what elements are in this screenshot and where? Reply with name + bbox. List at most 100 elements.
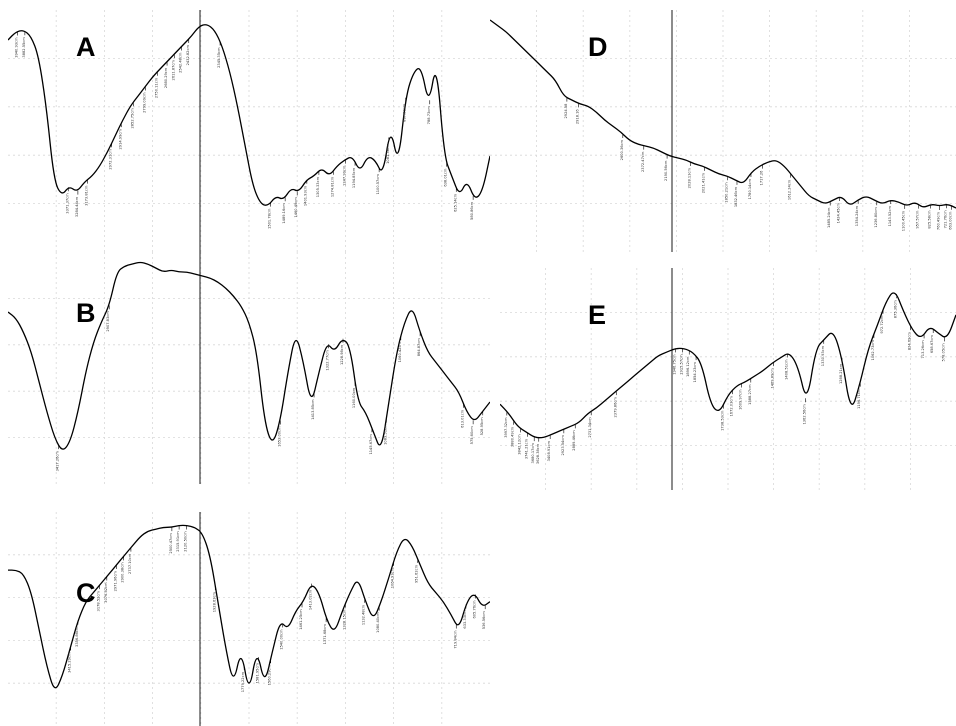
peak-label: 1460.49cm: [294, 197, 298, 218]
peak-label: 613.01cm: [461, 409, 465, 428]
peak-label: 2852.75cm: [130, 108, 134, 129]
peak-label: 1928.63cm: [212, 591, 216, 612]
peak-label: 2972.31cm: [109, 149, 113, 170]
grid: [8, 10, 490, 252]
spectrum-d: 2924.58 2918.16 2600.36cm 2372.47cm 2190.56c…: [490, 10, 956, 252]
peak-label: 2190.56cm: [664, 160, 668, 181]
spectrum-trace: [500, 292, 956, 439]
peak-label: 3356.86cm: [75, 626, 79, 647]
peak-label: 1609.97cm: [739, 389, 743, 410]
peak-label: 713.26cm: [921, 340, 925, 359]
peak-label: 575.60cm: [470, 426, 474, 445]
peak-label: 1247.99cm: [342, 165, 346, 186]
peak-label: 1779.22cm: [241, 671, 245, 692]
peak-label: 1080.40cm: [376, 612, 380, 633]
peak-label: 3628.38cm: [536, 443, 540, 464]
peak-label: 1588.27cm: [748, 384, 752, 405]
peak-label: 1485.24cm: [827, 207, 831, 228]
grid: [490, 10, 956, 252]
peak-label: 1322.77cm: [326, 350, 330, 371]
spectrum-panel-c: 3415.29cm 3356.86cm 3178.52cm 3076.82cm 2971…: [8, 512, 490, 726]
peak-label: 3408.91cm: [547, 441, 551, 462]
peak-label: 2914.99cm: [118, 129, 122, 150]
peak-label: 2120.50cm: [183, 531, 187, 552]
peak-label: 1100.45cm: [902, 210, 906, 231]
grid: [8, 512, 490, 726]
peak-label: 3076.82cm: [104, 582, 108, 603]
peak-label: 1717.26: [760, 170, 764, 186]
peak-label: 1850.21cm: [725, 182, 729, 203]
peak-label: 2907.83cm: [106, 311, 110, 332]
peak-label: 1228.98cm: [340, 344, 344, 365]
peak-label: 625.14cm: [453, 193, 457, 212]
peak-label: 3741.21cm: [524, 438, 528, 459]
peak-label: 3680.17cm: [531, 443, 535, 464]
peak-label: 3940.93cm: [15, 37, 19, 58]
peak-label: 1330.93cm: [821, 345, 825, 366]
peak-label: 1540.00cm: [280, 629, 284, 650]
panel-letter: C: [76, 578, 96, 608]
peak-label: 1612.24cm: [788, 179, 792, 200]
peak-label: 1145.67cm: [369, 434, 373, 455]
peak-label: 2432.82cm: [186, 45, 190, 66]
spectrum-panel-b: 3417.26cm 2907.83cm 1653.00cm 1413.85cm 1322…: [8, 252, 490, 484]
peak-label: 3284.44cm: [75, 196, 79, 217]
peak-label: 1469.89cm: [771, 368, 775, 389]
peak-label: 1832.46cm: [734, 186, 738, 207]
peak-label: 2971.96cm: [113, 571, 117, 592]
peak-label: 1489.16cm: [282, 203, 286, 224]
spectrum-b: 3417.26cm 2907.83cm 1653.00cm 1413.85cm 1322…: [8, 252, 490, 484]
spectrum-a: 3940.93cm 3882.55cm 3371.37cm 3284.44cm 3173…: [8, 10, 490, 252]
peak-label: 658.67cm: [930, 335, 934, 354]
peak-label: 719.84cm: [453, 630, 457, 649]
peak-label: 663.00cm: [948, 211, 952, 230]
peak-label: 2889.46cm: [572, 430, 576, 451]
peak-label: 1160.00cm: [352, 387, 356, 408]
peak-label: 2900.38cm: [121, 562, 125, 583]
peak-label: 2345.35cm: [217, 47, 221, 68]
peak-label: 2750.11cm: [154, 77, 158, 98]
peak-label: 887.98cm: [403, 103, 407, 122]
peak-label: 1328.15cm: [342, 609, 346, 630]
peak-label: 825.58cm: [927, 210, 931, 229]
peak-label: 788.73cm: [427, 106, 431, 125]
peak-label: 1274.81cm: [330, 176, 334, 197]
peak-label: 864.87cm: [417, 338, 421, 357]
peak-label: 760.49cm: [937, 212, 941, 231]
panel-letter: A: [76, 32, 96, 62]
peak-label: 957.57cm: [916, 210, 920, 229]
peak-label: 1083.51cm: [383, 424, 387, 445]
peak-label: 3178.52cm: [97, 591, 101, 612]
peak-label: 1896.12cm: [686, 356, 690, 377]
peak-label: 1854.23cm: [693, 362, 697, 383]
peak-label: 633.33cm: [463, 610, 467, 629]
peak-label: 536.56cm: [482, 611, 486, 630]
spectrum-e: 3997.32cm 3880.49cm 3842.12cm 3741.21cm 3680…: [500, 268, 956, 490]
peak-label: 1413.02cm: [309, 589, 313, 610]
peak-label: 1672.03cm: [730, 396, 734, 417]
peak-label: 1196.71cm: [857, 388, 861, 409]
panel-letter: B: [76, 298, 96, 328]
peak-label: 3417.26cm: [56, 451, 60, 472]
peak-label: 1653.00cm: [277, 426, 281, 447]
peak-label: 1354.24cm: [855, 205, 859, 226]
peak-label: 1305.33cm: [316, 176, 320, 197]
spectrum-panel-d: 2924.58 2918.16 2600.36cm 2372.47cm 2190.56c…: [490, 10, 956, 252]
peak-label: 824.69cm: [907, 332, 911, 351]
peak-label: 1132.48cm: [362, 604, 366, 625]
peak-label: 2799.09cm: [142, 92, 146, 113]
peak-label: 2315.91cm: [176, 531, 180, 552]
peak-label: 638.01cm: [444, 168, 448, 187]
peak-label: 721.76cm: [944, 210, 948, 229]
peak-label: 2737.10cm: [128, 553, 132, 574]
grid: [500, 268, 956, 490]
peak-label: 2680.29cm: [164, 67, 168, 88]
peak-label: 875.36cm: [894, 300, 898, 319]
peak-label: 1060.42cm: [398, 342, 402, 363]
peak-label: 528.95cm: [480, 417, 484, 436]
peak-label: 1413.85cm: [311, 399, 315, 420]
peak-label: 1560.29cm: [268, 665, 272, 686]
peak-label: 2611.87cm: [171, 60, 175, 81]
peak-label: 2379.86cm: [613, 397, 617, 418]
spectrum-trace: [8, 261, 490, 450]
